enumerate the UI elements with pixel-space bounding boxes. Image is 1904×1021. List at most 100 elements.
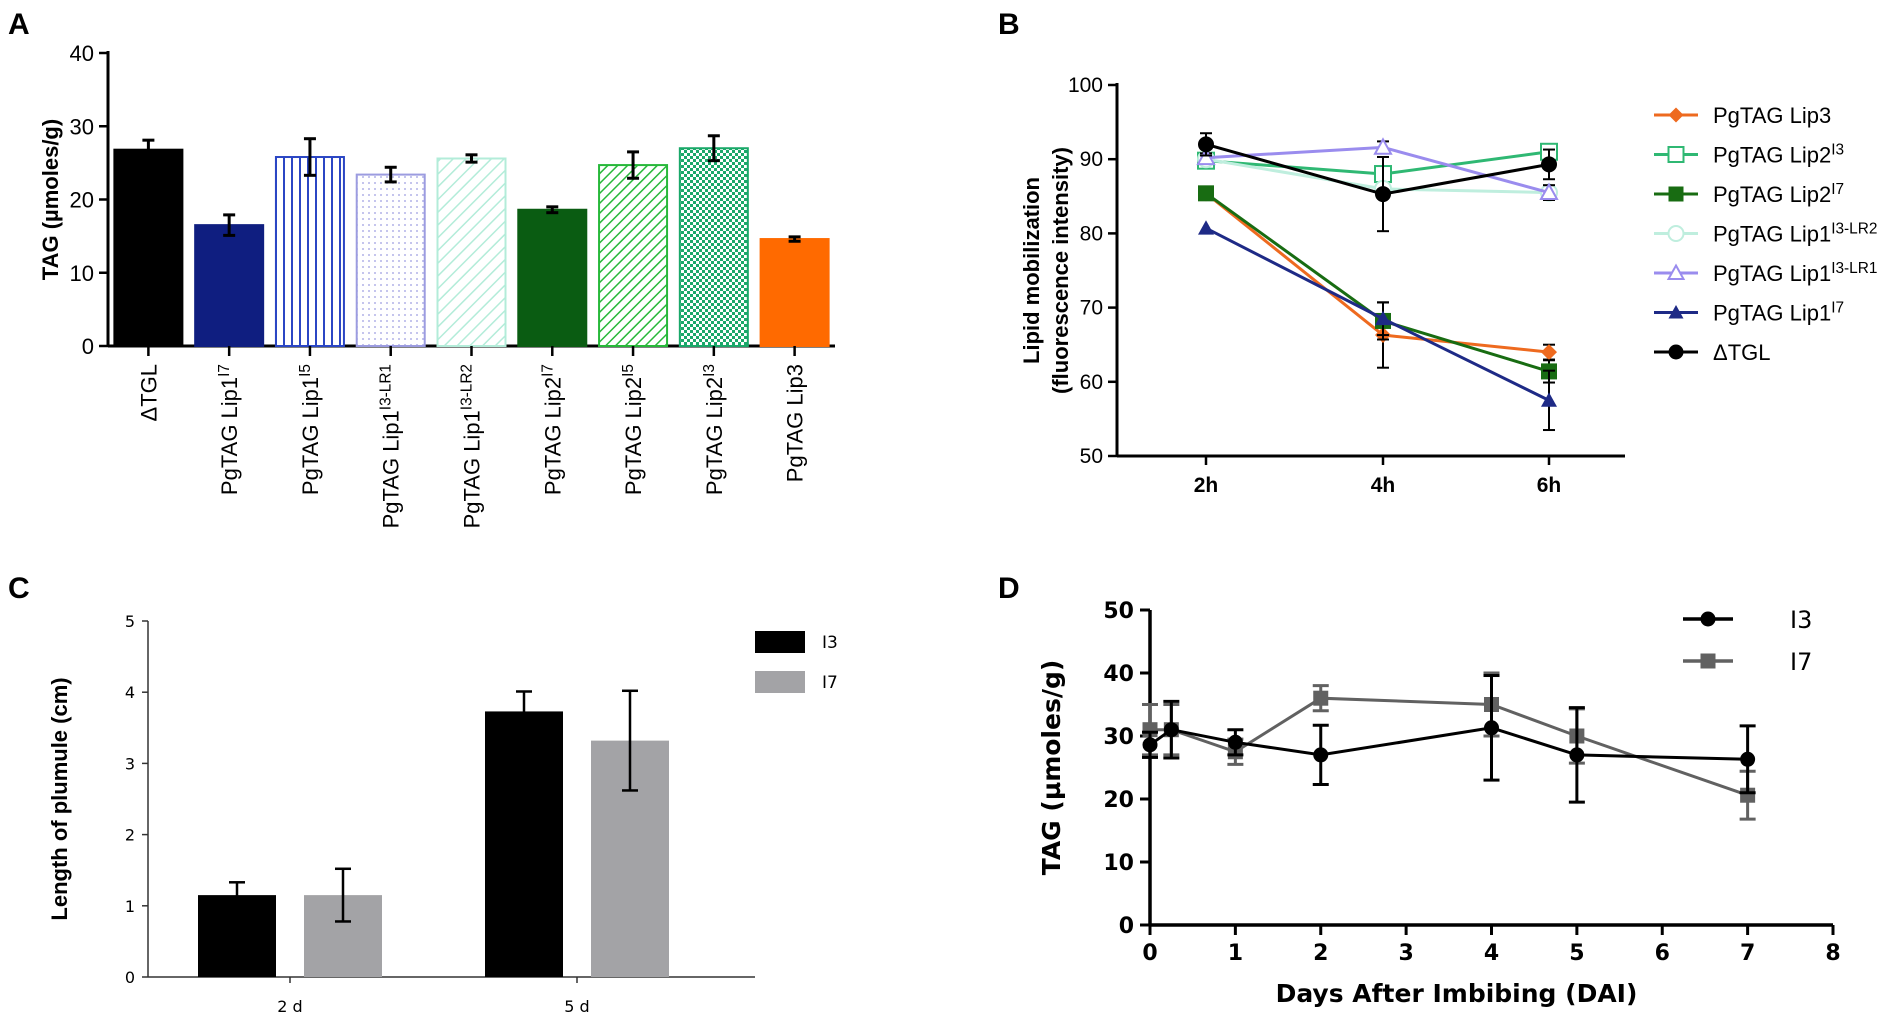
panel-d-letter: D [998, 572, 1020, 605]
c-legend-swatch [755, 671, 805, 693]
d-point [1484, 720, 1499, 736]
panel-c-bar-chart: 0 1 2 3 4 5 Length of plumule (cm) 2 d 5 d I3 I7 [47, 612, 838, 1016]
a-bar [274, 156, 345, 347]
a-y-tick-label: 20 [70, 188, 94, 213]
d-x-axis-label: Days After Imbibing (DAI) [1276, 979, 1638, 1008]
d-point [1227, 734, 1243, 750]
b-point [1196, 147, 1216, 166]
b-point [1541, 344, 1557, 361]
a-y-tick-label: 40 [70, 41, 94, 66]
b-x-tick-label: 2h [1194, 474, 1219, 497]
b-point [1375, 310, 1391, 326]
panel-d-line-chart: 0 10 20 30 40 50 0 1 2 3 4 5 6 7 8 Days After Imbibing … [1037, 599, 1841, 1008]
d-point [1313, 747, 1329, 763]
a-x-tick-label: PgTAG Lip1I3-LR2 [458, 364, 485, 528]
d-legend-label: I3 [1790, 606, 1812, 634]
d-y-tick-label: 10 [1103, 851, 1134, 876]
c-x-tick-label: 2 d [277, 997, 302, 1016]
a-x-tick-label: PgTAG Lip2I5 [620, 364, 647, 495]
b-legend-marker [1668, 186, 1684, 202]
b-point [1539, 182, 1559, 200]
b-x-tick-label: 6h [1537, 474, 1562, 497]
b-point [1198, 136, 1214, 153]
a-y-axis-label: TAG (µmoles/g) [38, 119, 63, 280]
b-y-axis-label-line2: (fluorescence intensity) [1048, 147, 1073, 394]
a-bar [678, 147, 749, 347]
b-legend-label: PgTAG Lip2I7 [1713, 181, 1844, 208]
b-legend-marker [1666, 263, 1686, 280]
b-point [1373, 137, 1393, 155]
d-y-tick-label: 50 [1103, 599, 1134, 624]
panel-b-line-chart: 50 60 70 80 90 100 2h 4h 6h Lipid mobilization (fl… [1019, 74, 1877, 497]
c-y-axis-label: Length of plumule (cm) [47, 677, 72, 920]
d-point [1163, 722, 1179, 738]
d-x-tick-label: 6 [1655, 941, 1670, 966]
b-legend-label: PgTAG Lip1I7 [1713, 299, 1844, 326]
c-y-tick-label: 0 [125, 968, 135, 987]
d-x-tick-label: 5 [1569, 941, 1584, 966]
d-x-tick-label: 8 [1825, 941, 1840, 966]
b-legend-marker [1668, 107, 1684, 123]
a-x-tick-label: PgTAG Lip1I7 [216, 364, 243, 495]
a-x-tick-label: PgTAG Lip2I3 [700, 364, 727, 495]
d-x-tick-label: 3 [1398, 941, 1413, 966]
a-bar [194, 224, 265, 347]
a-bar [355, 173, 426, 347]
b-legend-label: PgTAG Lip1I3-LR1 [1713, 260, 1877, 287]
d-x-tick-label: 1 [1228, 941, 1243, 966]
b-y-axis-label-line1: Lipid mobilization [1019, 177, 1044, 364]
d-point [1142, 737, 1158, 753]
b-y-tick-label: 90 [1080, 148, 1103, 171]
c-legend-label: I3 [822, 633, 838, 653]
d-x-tick-label: 0 [1142, 941, 1157, 966]
panel-c-letter: C [8, 572, 30, 605]
b-y-tick-label: 60 [1080, 371, 1103, 394]
d-x-tick-label: 2 [1313, 941, 1328, 966]
c-bar [485, 711, 563, 977]
b-legend-marker [1668, 344, 1684, 360]
b-legend-marker [1668, 305, 1684, 319]
b-legend-marker [1667, 225, 1685, 242]
a-x-tick-label: PgTAG Lip2I7 [539, 364, 566, 495]
d-y-axis-label: TAG (µmoles/g) [1037, 660, 1066, 876]
b-point [1375, 186, 1391, 203]
b-y-tick-label: 80 [1080, 222, 1103, 245]
c-y-tick-label: 4 [125, 683, 135, 702]
d-legend-marker [1700, 611, 1716, 627]
d-x-tick-label: 7 [1740, 941, 1755, 966]
b-series-line [1205, 226, 1550, 402]
a-bar [436, 157, 507, 347]
c-y-tick-label: 1 [125, 897, 135, 916]
b-point [1541, 156, 1557, 173]
b-point [1541, 392, 1557, 407]
c-y-tick-label: 2 [125, 826, 135, 845]
c-y-tick-label: 5 [125, 612, 135, 631]
b-y-tick-label: 50 [1080, 445, 1103, 468]
b-y-tick-label: 70 [1080, 297, 1103, 320]
c-x-tick-label: 5 d [564, 997, 589, 1016]
c-legend-label: I7 [822, 673, 838, 693]
panel-b-letter: B [998, 8, 1020, 41]
a-y-tick-label: 10 [70, 261, 94, 286]
d-legend-label: I7 [1790, 648, 1812, 676]
panel-a-letter: A [8, 8, 30, 41]
panel-a-bar-chart: 0 10 20 30 40 TAG (µmoles/g) ΔTGL PgTAG Lip1I7 P… [38, 41, 835, 528]
a-bar [517, 208, 588, 347]
a-bar [113, 148, 184, 347]
b-series-line [1205, 192, 1550, 373]
b-legend-label: PgTAG Lip2I3 [1713, 141, 1844, 168]
b-legend-label: ΔTGL [1713, 340, 1770, 365]
a-x-tick-label: PgTAG Lip1I5 [296, 364, 323, 495]
a-x-tick-label: PgTAG Lip3 [783, 364, 808, 482]
a-bar [598, 164, 669, 347]
c-legend-swatch [755, 631, 805, 653]
d-point [1740, 751, 1756, 767]
b-point [1198, 220, 1214, 235]
a-y-tick-label: 30 [70, 114, 94, 139]
b-y-tick-label: 100 [1068, 74, 1103, 97]
d-y-tick-label: 40 [1103, 662, 1134, 687]
d-point [1313, 690, 1329, 706]
b-legend-label: PgTAG Lip1I3-LR2 [1713, 220, 1877, 247]
b-legend-marker [1667, 146, 1685, 163]
a-bar [759, 238, 830, 347]
